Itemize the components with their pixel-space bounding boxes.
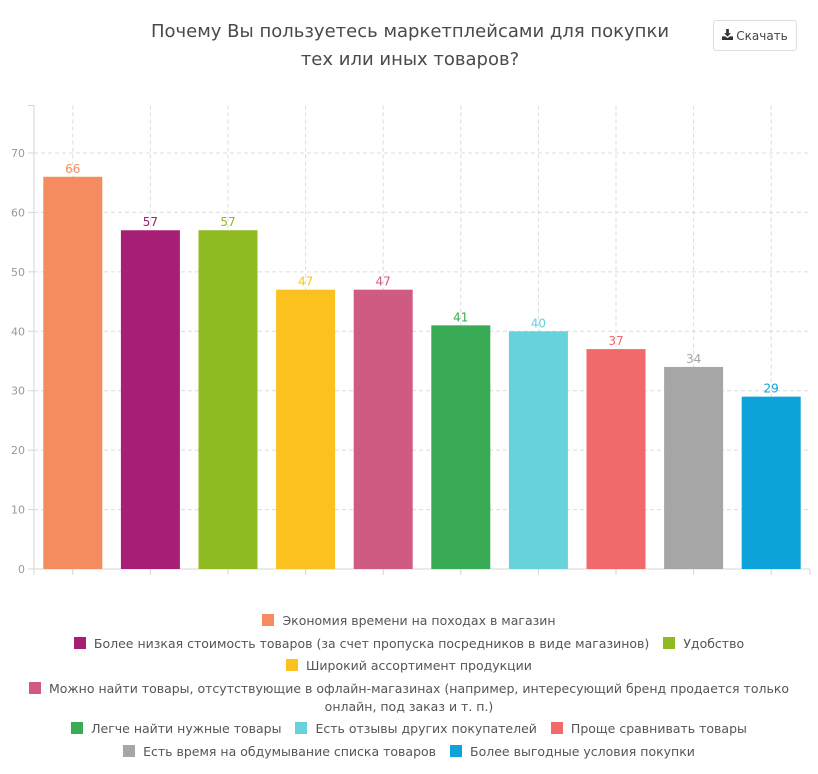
- bar: [43, 176, 103, 569]
- bar-value-label: 47: [298, 275, 313, 289]
- bar-value-label: 34: [686, 352, 701, 366]
- y-tick-label: 20: [11, 444, 25, 457]
- bar: [198, 230, 258, 569]
- bar-value-label: 37: [608, 334, 623, 348]
- legend-item[interactable]: Экономия времени на походах в магазин: [262, 612, 556, 630]
- legend-swatch: [286, 659, 299, 671]
- legend-swatch: [71, 722, 84, 734]
- legend-item[interactable]: Более низкая стоимость товаров (за счет …: [73, 635, 650, 653]
- legend-swatch: [73, 636, 86, 649]
- legend-swatch: [550, 722, 563, 734]
- legend-item[interactable]: Есть отзывы других покупателей: [295, 720, 537, 738]
- legend-swatch: [295, 722, 308, 734]
- bar: [664, 366, 724, 569]
- legend-row: Есть время на обдумывание списка товаров…: [0, 743, 818, 761]
- legend-row: Можно найти товары, отсутствующие в офла…: [0, 680, 818, 716]
- legend-swatch: [28, 681, 41, 694]
- legend-swatch: [123, 744, 136, 757]
- data-labels: 66 57 57 47 47 41 40 37 34 29: [65, 162, 779, 396]
- legend-row: Легче найти нужные товары Есть отзывы дру…: [0, 720, 818, 738]
- legend-item[interactable]: Широкий ассортимент продукции: [286, 657, 532, 675]
- bar-value-label: 40: [531, 316, 546, 330]
- legend-label: Можно найти товары, отсутствующие в офла…: [48, 680, 790, 714]
- bar: [431, 325, 491, 569]
- legend-label: Есть время на обдумывание списка товаров: [143, 743, 437, 759]
- bar-value-label: 29: [764, 382, 779, 396]
- legend-item[interactable]: Можно найти товары, отсутствующие в офла…: [23, 680, 795, 716]
- y-tick-label: 0: [18, 563, 25, 576]
- y-tick-label: 10: [11, 504, 25, 517]
- legend-item[interactable]: Удобство: [663, 635, 744, 653]
- legend-label: Проще сравнивать товары: [570, 721, 747, 736]
- download-label: Скачать: [736, 28, 788, 43]
- y-tick-label: 40: [11, 325, 25, 338]
- legend-item[interactable]: Более выгодные условия покупки: [450, 743, 695, 761]
- chart-title-line-2: тех или иных товаров?: [300, 49, 520, 70]
- legend-label: Удобство: [683, 635, 745, 651]
- download-icon: [722, 28, 734, 43]
- legend-row: Более низкая стоимость товаров (за счет …: [0, 635, 818, 653]
- bar-value-label: 47: [376, 275, 391, 289]
- bar: [353, 289, 413, 569]
- bar: [741, 396, 801, 569]
- bar: [586, 349, 646, 569]
- bars: [43, 176, 801, 569]
- legend-label: Есть отзывы других покупателей: [315, 721, 537, 736]
- legend-item[interactable]: Легче найти нужные товары: [71, 720, 281, 738]
- legend-label: Более низкая стоимость товаров (за счет …: [93, 635, 650, 651]
- bar-value-label: 66: [65, 162, 80, 176]
- chart-title: Почему Вы пользуетесь маркетплейсами для…: [120, 18, 700, 74]
- legend-label: Легче найти нужные товары: [91, 721, 282, 736]
- y-tick-label: 50: [11, 266, 25, 279]
- bar-value-label: 57: [220, 215, 235, 229]
- y-tick-label: 30: [11, 385, 25, 398]
- legend-item[interactable]: Есть время на обдумывание списка товаров: [123, 743, 436, 761]
- legend-item[interactable]: Проще сравнивать товары: [550, 720, 747, 738]
- legend-label: Экономия времени на походах в магазин: [282, 613, 556, 628]
- chart-title-line-1: Почему Вы пользуетесь маркетплейсами для…: [150, 21, 670, 42]
- bar-value-label: 41: [453, 310, 468, 324]
- legend-swatch: [663, 636, 676, 649]
- legend-swatch: [262, 614, 275, 626]
- y-tick-label: 70: [11, 147, 25, 160]
- legend-label: Более выгодные условия покупки: [470, 743, 695, 759]
- legend-row: Широкий ассортимент продукции: [0, 657, 818, 675]
- bar: [120, 230, 180, 569]
- bar-chart: 0 10 20 30 40 50 60 70 66 57 57 47 47 41 40 37 34 29: [11, 104, 811, 576]
- legend-swatch: [450, 744, 463, 757]
- bar-value-label: 57: [143, 215, 158, 229]
- legend-label: Широкий ассортимент продукции: [306, 658, 532, 673]
- bar: [508, 331, 568, 569]
- legend-row: Экономия времени на походах в магазин: [0, 612, 818, 630]
- download-button[interactable]: Скачать: [713, 20, 797, 51]
- bar: [276, 289, 336, 569]
- y-tick-label: 60: [11, 206, 25, 219]
- legend: Экономия времени на походах в магазин Бол…: [0, 612, 818, 765]
